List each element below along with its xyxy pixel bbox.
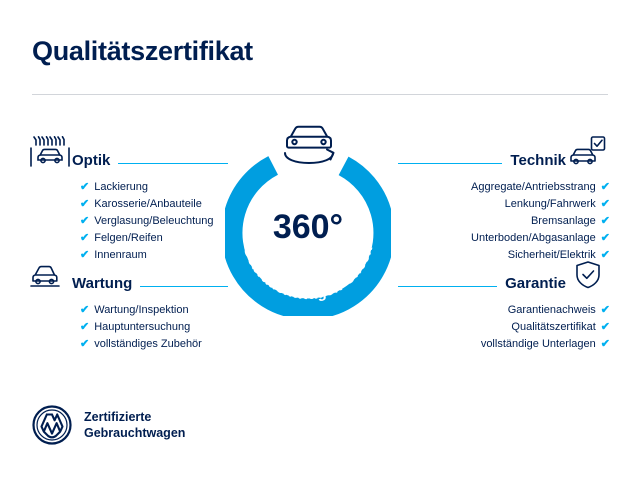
list-item: Sicherheit/Elektrik ✔ (398, 247, 610, 264)
list-item: Aggregate/Antriebsstrang ✔ (398, 179, 610, 196)
list-item-label: Bremsanlage (530, 215, 596, 227)
section-technik-header: Technik (398, 135, 610, 169)
section-optik: Optik ✔ Lackierung ✔ Karosserie/Anbauteile… (28, 135, 228, 280)
check-icon: ✔ (600, 215, 610, 227)
list-item: ✔ Innenraum (80, 247, 228, 264)
car-wash-icon (28, 135, 72, 169)
section-garantie-title: Garantie (505, 275, 566, 292)
check-icon: ✔ (80, 321, 90, 333)
car-lift-icon (28, 258, 72, 292)
section-optik-rule (118, 163, 228, 164)
section-garantie: Garantie Garantienachweis ✔ Qualitätszert… (398, 258, 610, 369)
list-item-label: Lenkung/Fahrwerk (504, 198, 596, 210)
list-item: Lenkung/Fahrwerk ✔ (398, 196, 610, 213)
check-icon: ✔ (600, 321, 610, 333)
list-item-label: Verglasung/Beleuchtung (94, 215, 214, 227)
section-optik-title: Optik (72, 152, 111, 169)
footer-line-1: Zertifizierte (84, 410, 152, 424)
car-rotation-icon (269, 120, 349, 168)
list-item-label: vollständiges Zubehör (94, 338, 202, 350)
section-wartung-items: ✔ Wartung/Inspektion ✔ Hauptuntersuchung ✔… (28, 302, 228, 353)
car-check-icon (566, 135, 610, 169)
list-item-label: Unterboden/Abgasanlage (471, 232, 596, 244)
badge-360-check: Gebrauchtwagen-Check 360° (225, 125, 391, 316)
check-icon: ✔ (600, 304, 610, 316)
list-item: Bremsanlage ✔ (398, 213, 610, 230)
section-garantie-header: Garantie (398, 258, 610, 292)
check-icon: ✔ (80, 215, 90, 227)
list-item: Garantienachweis ✔ (398, 302, 610, 319)
list-item: Qualitätszertifikat ✔ (398, 319, 610, 336)
section-garantie-rule (398, 286, 498, 287)
check-icon: ✔ (600, 232, 610, 244)
section-wartung: Wartung ✔ Wartung/Inspektion ✔ Hauptunters… (28, 258, 228, 369)
section-garantie-items: Garantienachweis ✔ Qualitätszertifikat ✔ v… (398, 302, 610, 353)
section-technik-items: Aggregate/Antriebsstrang ✔ Lenkung/Fahrwe… (398, 179, 610, 264)
page-title: Qualitätszertifikat (32, 36, 253, 66)
list-item-label: Felgen/Reifen (94, 232, 163, 244)
vw-logo (32, 405, 72, 445)
list-item: ✔ vollständiges Zubehör (80, 336, 228, 353)
badge-center-label: 360° (272, 208, 344, 246)
section-wartung-header: Wartung (28, 258, 228, 292)
section-technik-rule (398, 163, 503, 164)
list-item-label: Wartung/Inspektion (94, 304, 189, 316)
list-item-label: Garantienachweis (507, 304, 596, 316)
badge-ring: Gebrauchtwagen-Check (225, 150, 391, 316)
check-icon: ✔ (80, 198, 90, 210)
list-item: ✔ Karosserie/Anbauteile (80, 196, 228, 213)
shield-check-icon (566, 258, 610, 292)
section-technik: Technik Aggregate/Antriebsstrang ✔ Lenkun… (398, 135, 610, 280)
list-item: ✔ Verglasung/Beleuchtung (80, 213, 228, 230)
list-item: ✔ Felgen/Reifen (80, 230, 228, 247)
list-item-label: vollständige Unterlagen (480, 338, 596, 350)
check-icon: ✔ (600, 338, 610, 350)
list-item-label: Innenraum (94, 249, 147, 261)
list-item-label: Lackierung (94, 181, 149, 193)
check-icon: ✔ (600, 249, 610, 261)
footer-text: Zertifizierte Gebrauchtwagen (84, 409, 185, 441)
list-item-label: Hauptuntersuchung (94, 321, 191, 333)
list-item: ✔ Hauptuntersuchung (80, 319, 228, 336)
list-item-label: Sicherheit/Elektrik (507, 249, 596, 261)
footer: Zertifizierte Gebrauchtwagen (32, 405, 185, 445)
section-optik-items: ✔ Lackierung ✔ Karosserie/Anbauteile ✔ Verg… (28, 179, 228, 264)
list-item-label: Karosserie/Anbauteile (94, 198, 202, 210)
list-item: ✔ Lackierung (80, 179, 228, 196)
check-icon: ✔ (600, 181, 610, 193)
list-item-label: Aggregate/Antriebsstrang (471, 181, 596, 193)
check-icon: ✔ (80, 232, 90, 244)
list-item: vollständige Unterlagen ✔ (398, 336, 610, 353)
list-item: ✔ Wartung/Inspektion (80, 302, 228, 319)
list-item-label: Qualitätszertifikat (511, 321, 596, 333)
check-icon: ✔ (80, 181, 90, 193)
section-optik-header: Optik (28, 135, 228, 169)
check-icon: ✔ (80, 338, 90, 350)
check-icon: ✔ (80, 304, 90, 316)
check-icon: ✔ (80, 249, 90, 261)
footer-line-2: Gebrauchtwagen (84, 426, 186, 440)
section-wartung-rule (140, 286, 228, 287)
check-icon: ✔ (600, 198, 610, 210)
section-technik-title: Technik (510, 152, 566, 169)
list-item: Unterboden/Abgasanlage ✔ (398, 230, 610, 247)
section-wartung-title: Wartung (72, 275, 133, 292)
title-divider (32, 94, 608, 95)
